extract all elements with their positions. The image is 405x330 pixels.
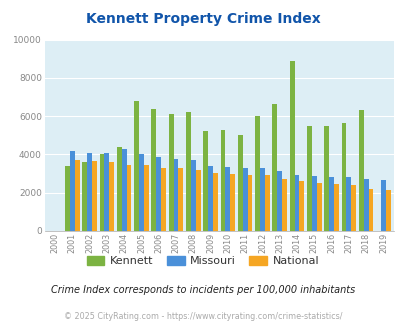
- Bar: [341, 123, 345, 231]
- Bar: [203, 131, 208, 231]
- Bar: [316, 183, 321, 231]
- Bar: [225, 167, 230, 231]
- Bar: [75, 160, 79, 231]
- Bar: [70, 150, 75, 231]
- Bar: [363, 179, 368, 231]
- Bar: [255, 116, 259, 231]
- Bar: [117, 147, 121, 231]
- Bar: [358, 111, 363, 231]
- Bar: [178, 168, 183, 231]
- Bar: [139, 154, 143, 231]
- Bar: [299, 181, 303, 231]
- Bar: [151, 110, 156, 231]
- Bar: [264, 176, 269, 231]
- Bar: [237, 135, 242, 231]
- Text: © 2025 CityRating.com - https://www.cityrating.com/crime-statistics/: © 2025 CityRating.com - https://www.city…: [64, 312, 341, 321]
- Bar: [134, 101, 139, 231]
- Bar: [306, 126, 311, 231]
- Bar: [242, 168, 247, 231]
- Bar: [294, 176, 299, 231]
- Bar: [220, 130, 225, 231]
- Text: Crime Index corresponds to incidents per 100,000 inhabitants: Crime Index corresponds to incidents per…: [51, 285, 354, 295]
- Bar: [156, 157, 161, 231]
- Bar: [168, 114, 173, 231]
- Bar: [126, 165, 131, 231]
- Legend: Kennett, Missouri, National: Kennett, Missouri, National: [82, 251, 323, 271]
- Bar: [350, 185, 355, 231]
- Bar: [281, 179, 286, 231]
- Bar: [173, 159, 178, 231]
- Bar: [213, 173, 217, 231]
- Bar: [92, 161, 97, 231]
- Bar: [328, 178, 333, 231]
- Bar: [122, 149, 126, 231]
- Bar: [272, 104, 277, 231]
- Bar: [143, 165, 148, 231]
- Bar: [87, 152, 92, 231]
- Bar: [230, 174, 234, 231]
- Bar: [385, 190, 390, 231]
- Bar: [185, 112, 190, 231]
- Bar: [289, 61, 294, 231]
- Bar: [345, 178, 350, 231]
- Bar: [368, 189, 373, 231]
- Bar: [195, 170, 200, 231]
- Bar: [277, 171, 281, 231]
- Bar: [161, 168, 166, 231]
- Bar: [208, 166, 213, 231]
- Bar: [380, 180, 385, 231]
- Bar: [190, 160, 195, 231]
- Bar: [99, 154, 104, 231]
- Text: Kennett Property Crime Index: Kennett Property Crime Index: [85, 12, 320, 25]
- Bar: [311, 177, 316, 231]
- Bar: [324, 126, 328, 231]
- Bar: [333, 184, 338, 231]
- Bar: [247, 175, 252, 231]
- Bar: [259, 168, 264, 231]
- Bar: [109, 162, 114, 231]
- Bar: [65, 166, 70, 231]
- Bar: [82, 162, 87, 231]
- Bar: [104, 152, 109, 231]
